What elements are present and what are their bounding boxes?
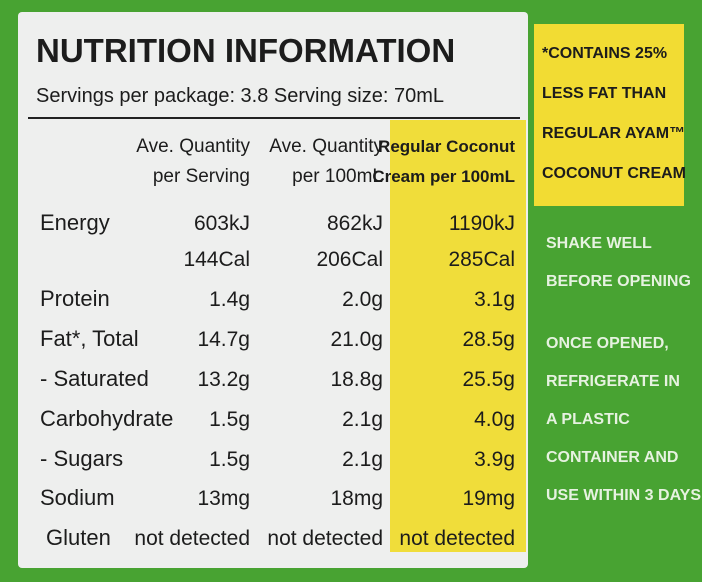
cell: 1.5g xyxy=(209,448,250,471)
instruction-text: CONTAINER AND xyxy=(546,449,678,466)
row-label: - Saturated xyxy=(40,366,149,391)
cell: 18mg xyxy=(330,487,383,510)
instruction-text: REFRIGERATE IN xyxy=(546,373,680,390)
cell: 13mg xyxy=(197,487,250,510)
cell: 4.0g xyxy=(474,408,515,431)
cell: 3.9g xyxy=(474,448,515,471)
title: NUTRITION INFORMATION xyxy=(36,32,455,69)
instruction-text: BEFORE OPENING xyxy=(546,273,691,290)
subtitle: Servings per package: 3.8 Serving size: … xyxy=(36,85,444,107)
cell: 18.8g xyxy=(330,368,383,391)
row-label: Gluten xyxy=(46,525,111,550)
cell: 603kJ xyxy=(194,212,250,235)
cell: 2.1g xyxy=(342,448,383,471)
cell: 862kJ xyxy=(327,212,383,235)
column-header: Ave. Quantity xyxy=(136,136,250,157)
cell: not detected xyxy=(399,527,515,550)
cell: 1.5g xyxy=(209,408,250,431)
cell: 13.2g xyxy=(197,368,250,391)
cell: 1.4g xyxy=(209,288,250,311)
notice-text: *CONTAINS 25% xyxy=(542,45,667,62)
row-label: Protein xyxy=(40,286,110,311)
row-label: Sodium xyxy=(40,485,115,510)
highlight-column xyxy=(390,120,526,552)
notice-text: REGULAR AYAM™ xyxy=(542,125,685,142)
cell: 1190kJ xyxy=(449,212,515,235)
instruction-text: A PLASTIC xyxy=(546,411,630,428)
cell: 206Cal xyxy=(316,248,383,271)
column-header: Ave. Quantity xyxy=(269,136,383,157)
row-label: Fat*, Total xyxy=(40,326,139,351)
instruction-text: ONCE OPENED, xyxy=(546,335,669,352)
instruction-text: SHAKE WELL xyxy=(546,235,652,252)
row-label: Carbohydrate xyxy=(40,406,173,431)
cell: 14.7g xyxy=(197,328,250,351)
cell: 21.0g xyxy=(330,328,383,351)
cell: 25.5g xyxy=(462,368,515,391)
column-header: Regular Coconut xyxy=(378,137,515,156)
column-header: Cream per 100mL xyxy=(372,167,515,186)
cell: 19mg xyxy=(462,487,515,510)
notice-text: LESS FAT THAN xyxy=(542,85,666,102)
row-label: Energy xyxy=(40,210,110,235)
row-label: - Sugars xyxy=(40,446,123,471)
cell: 2.0g xyxy=(342,288,383,311)
column-header: per 100mL xyxy=(292,166,383,187)
cell: 3.1g xyxy=(474,288,515,311)
cell: not detected xyxy=(134,527,250,550)
cell: not detected xyxy=(267,527,383,550)
column-header: per Serving xyxy=(153,166,250,187)
notice-text: COCONUT CREAM xyxy=(542,165,686,182)
instruction-text: USE WITHIN 3 DAYS xyxy=(546,487,701,504)
cell: 2.1g xyxy=(342,408,383,431)
cell: 285Cal xyxy=(448,248,515,271)
cell: 28.5g xyxy=(462,328,515,351)
cell: 144Cal xyxy=(183,248,250,271)
notice-box xyxy=(534,24,684,206)
